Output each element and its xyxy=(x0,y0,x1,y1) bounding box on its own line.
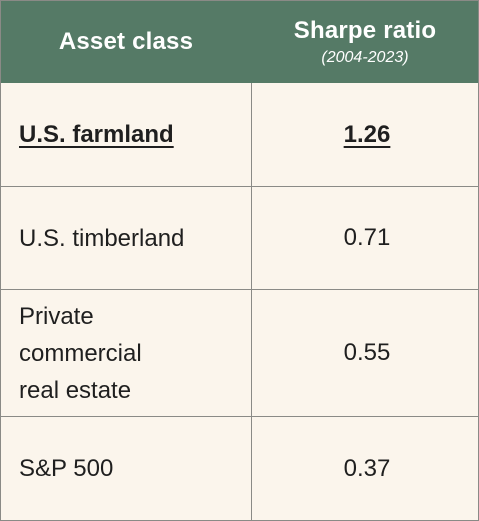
header-asset-class: Asset class xyxy=(1,1,252,83)
table-row-timberland-ratio: 0.71 xyxy=(252,187,478,290)
header-asset-class-label: Asset class xyxy=(58,28,194,55)
asset-label-line: commercial xyxy=(19,339,142,367)
ratio-value-farmland: 1.26 xyxy=(343,120,391,148)
asset-label-line: Private xyxy=(19,302,94,330)
table-row-real-estate-asset: Private commercial real estate xyxy=(1,290,252,417)
table-row-farmland-ratio: 1.26 xyxy=(252,83,478,187)
table-row-sp500-asset: S&P 500 xyxy=(1,417,252,520)
header-sharpe-ratio-label: Sharpe ratio xyxy=(293,17,437,44)
asset-label-line: real estate xyxy=(19,376,132,404)
ratio-value-sp500: 0.37 xyxy=(343,454,391,482)
table-row-sp500-ratio: 0.37 xyxy=(252,417,478,520)
ratio-value-real-estate: 0.55 xyxy=(343,339,391,366)
ratio-value-timberland: 0.71 xyxy=(343,224,391,251)
asset-label-real-estate: Private commercial real estate xyxy=(19,298,142,409)
table-row-timberland-asset: U.S. timberland xyxy=(1,187,252,290)
header-period-label: (2004-2023) xyxy=(321,49,409,66)
asset-label-farmland: U.S. farmland xyxy=(19,121,174,148)
table-row-real-estate-ratio: 0.55 xyxy=(252,290,478,417)
asset-label-sp500: S&P 500 xyxy=(19,455,114,482)
asset-label-timberland: U.S. timberland xyxy=(19,224,185,252)
header-sharpe-ratio: Sharpe ratio (2004-2023) xyxy=(252,1,478,83)
table-row-farmland-asset: U.S. farmland xyxy=(1,83,252,187)
